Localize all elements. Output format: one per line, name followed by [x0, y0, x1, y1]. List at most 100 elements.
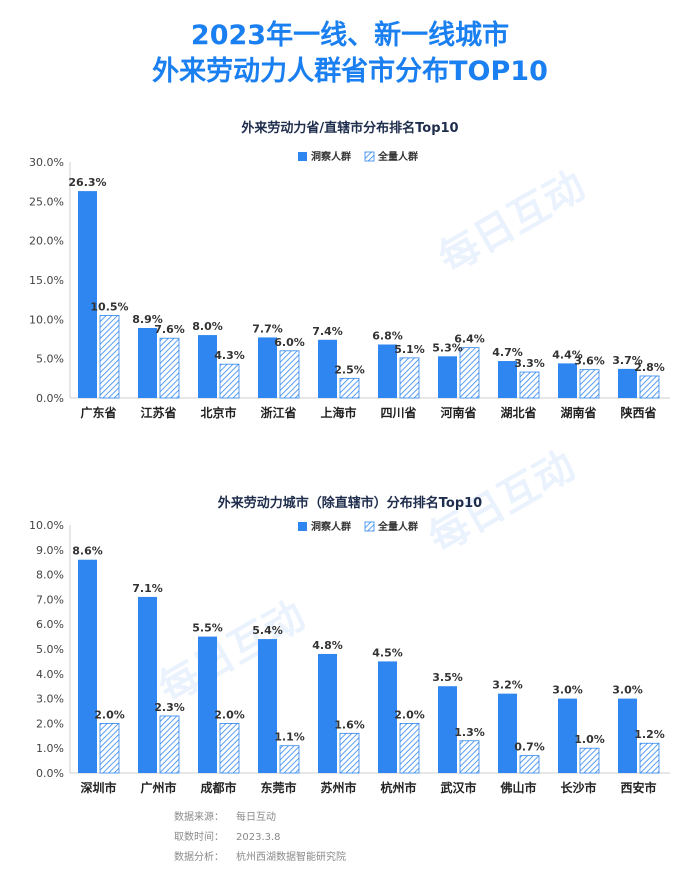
data-label-all: 3.6% [574, 355, 605, 368]
data-label-all: 6.4% [454, 333, 485, 346]
x-tick-label: 广东省 [80, 405, 116, 420]
y-tick-label: 10.0% [29, 313, 64, 326]
legend-swatch-observed [298, 152, 307, 161]
legend-swatch-observed [298, 522, 307, 531]
legend-swatch-all [364, 521, 375, 532]
x-tick-label: 佛山市 [499, 780, 536, 795]
x-tick-label: 上海市 [320, 405, 356, 420]
x-tick-label: 广州市 [140, 780, 176, 795]
bar-observed [78, 559, 97, 773]
bar-observed [198, 636, 217, 773]
x-tick-label: 长沙市 [560, 780, 596, 795]
data-label-all: 6.0% [274, 336, 305, 349]
bar-observed [618, 368, 637, 398]
bar-observed [378, 344, 397, 398]
y-tick-label: 30.0% [29, 156, 64, 169]
bar-all [579, 369, 600, 399]
bar-all [639, 742, 660, 774]
bar-all [99, 314, 120, 399]
bar-all [279, 745, 300, 774]
y-tick-label: 7.0% [36, 593, 64, 606]
bar-observed [618, 698, 637, 773]
data-label-observed: 4.4% [552, 348, 583, 361]
chart-title: 外来劳动力城市（除直辖市）分布排名Top10 [217, 495, 482, 511]
data-label-observed: 5.4% [252, 624, 283, 637]
data-label-observed: 3.7% [612, 354, 643, 367]
data-label-observed: 3.5% [432, 671, 463, 684]
footer: 数据来源： 每日互动 取数时间： 2023.3.8 数据分析： 杭州西湖数据智能研究院 [174, 808, 346, 868]
time-label: 取数时间： [174, 832, 224, 843]
y-tick-label: 4.0% [36, 668, 64, 681]
data-label-all: 1.1% [274, 731, 305, 744]
data-label-all: 2.0% [214, 708, 245, 721]
data-label-all: 1.6% [334, 718, 365, 731]
data-label-observed: 8.0% [192, 320, 223, 333]
legend-swatch-all [364, 151, 375, 162]
y-tick-label: 5.0% [36, 643, 64, 656]
bar-all [459, 740, 480, 774]
x-tick-label: 湖北省 [500, 405, 536, 420]
bar-observed [78, 191, 97, 398]
data-label-all: 7.6% [154, 323, 185, 336]
legend-label-observed: 洞察人群 [311, 150, 351, 163]
legend-label-all: 全量人群 [377, 520, 418, 533]
y-tick-label: 20.0% [29, 235, 64, 248]
y-tick-label: 0.0% [36, 767, 64, 780]
data-label-observed: 7.7% [252, 322, 283, 335]
y-tick-label: 15.0% [29, 274, 64, 287]
data-label-all: 2.0% [94, 708, 125, 721]
analysis-label: 数据分析： [174, 852, 224, 863]
bar-observed [318, 339, 337, 398]
page-title-line1: 2023年一线、新一线城市 [190, 20, 510, 51]
data-label-observed: 6.8% [372, 330, 403, 343]
bar-all [99, 722, 120, 774]
bar-all [459, 347, 480, 399]
data-label-all: 5.1% [394, 343, 425, 356]
data-label-all: 1.2% [634, 728, 665, 741]
data-label-observed: 5.5% [192, 622, 223, 635]
bar-observed [498, 361, 517, 398]
y-tick-label: 8.0% [36, 569, 64, 582]
bar-observed [138, 327, 157, 398]
city-chart: 外来劳动力城市（除直辖市）分布排名Top10 洞察人群 全量人群 0.0% 1.0% 2.… [29, 495, 670, 795]
bar-observed [498, 693, 517, 773]
time-value: 2023.3.8 [236, 832, 281, 843]
source-value: 每日互动 [236, 812, 276, 823]
x-tick-label: 四川省 [380, 405, 416, 420]
bar-all [339, 377, 360, 399]
page-title: 2023年一线、新一线城市 外来劳动力人群省市分布TOP10 [0, 18, 700, 90]
bar-all [159, 715, 180, 774]
x-tick-label: 深圳市 [80, 780, 116, 795]
data-label-observed: 3.2% [492, 679, 523, 692]
x-tick-label: 江苏省 [140, 405, 176, 420]
data-label-observed: 3.0% [612, 684, 643, 697]
bar-all [399, 357, 420, 399]
bar-observed [438, 356, 457, 398]
bar-all [579, 747, 600, 774]
analysis-value: 杭州西湖数据智能研究院 [236, 852, 346, 863]
page-title-line2: 外来劳动力人群省市分布TOP10 [152, 56, 548, 87]
data-label-all: 2.3% [154, 701, 185, 714]
bar-all [519, 755, 540, 774]
chart-title: 外来劳动力省/直辖市分布排名Top10 [240, 120, 458, 136]
bar-all [219, 722, 240, 774]
x-tick-label: 湖南省 [560, 405, 596, 420]
data-label-all: 4.3% [214, 349, 245, 362]
bar-all [339, 732, 360, 774]
y-tick-label: 0.0% [36, 392, 64, 405]
bar-observed [558, 698, 577, 773]
x-tick-label: 浙江省 [260, 405, 296, 420]
province-chart: 外来劳动力省/直辖市分布排名Top10 洞察人群 全量人群 0.0% 5.0% 10.0%… [29, 120, 670, 420]
x-tick-label: 成都市 [200, 780, 236, 795]
data-label-observed: 4.5% [372, 646, 403, 659]
bar-all [279, 350, 300, 399]
data-label-observed: 5.3% [432, 341, 463, 354]
data-label-observed: 7.1% [132, 582, 163, 595]
data-label-observed: 4.7% [492, 346, 523, 359]
data-label-observed: 8.9% [132, 313, 163, 326]
legend-label-all: 全量人群 [377, 150, 418, 163]
source-label: 数据来源： [174, 812, 224, 823]
data-label-observed: 7.4% [312, 325, 343, 338]
y-tick-label: 1.0% [36, 742, 64, 755]
y-tick-label: 2.0% [36, 717, 64, 730]
